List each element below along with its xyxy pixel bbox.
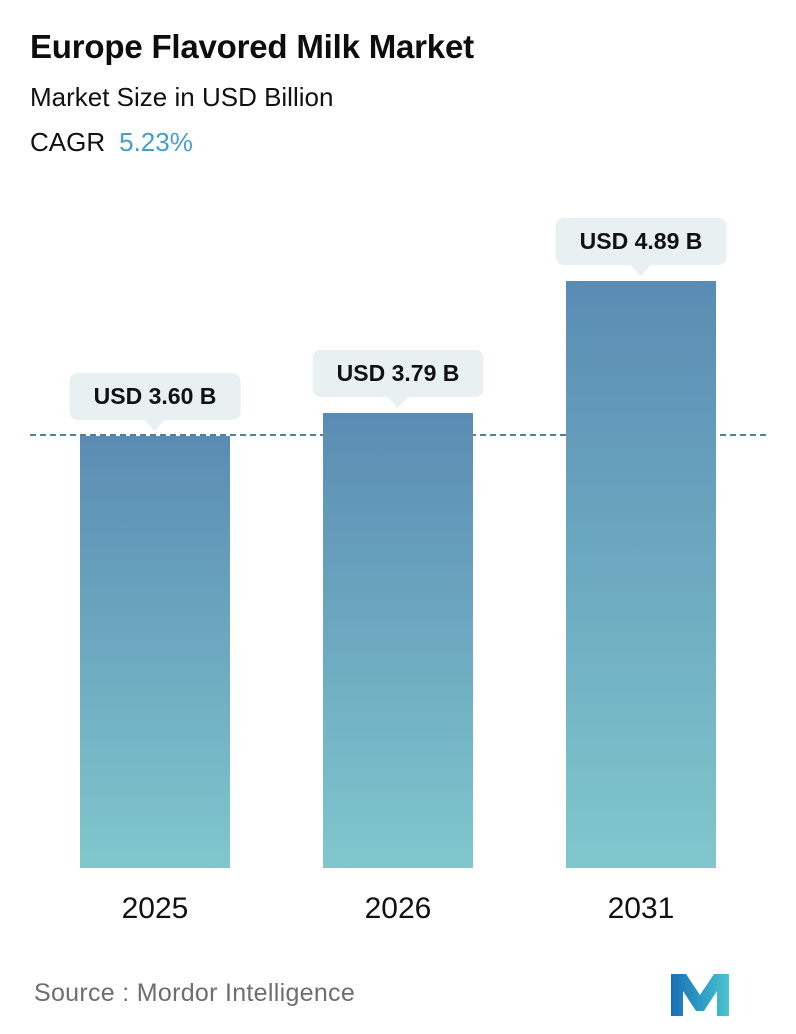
bar-group-2031: USD 4.89 B 2031 xyxy=(555,218,727,925)
x-axis-label: 2031 xyxy=(607,892,675,925)
x-axis-label: 2025 xyxy=(121,892,189,925)
bars-row: USD 3.60 B 2025 USD 3.79 B 2026 USD 4.89 B 20… xyxy=(30,218,766,925)
value-callout: USD 4.89 B xyxy=(555,218,727,276)
value-callout-text: USD 3.79 B xyxy=(336,360,460,386)
bar-2025 xyxy=(80,436,230,868)
value-callout: USD 3.79 B xyxy=(312,350,484,408)
bar-group-2025: USD 3.60 B 2025 xyxy=(69,278,241,925)
cagr-value: 5.23% xyxy=(119,127,193,157)
callout-pointer xyxy=(144,419,166,431)
mordor-intelligence-logo xyxy=(671,974,729,1016)
value-callout: USD 3.60 B xyxy=(69,373,241,431)
chart-subtitle: Market Size in USD Billion xyxy=(30,82,334,112)
bar-chart: USD 3.60 B 2025 USD 3.79 B 2026 USD 4.89 B 20… xyxy=(30,218,766,925)
plot-area: USD 3.60 B 2025 USD 3.79 B 2026 USD 4.89 B 20… xyxy=(30,218,766,925)
source-text: Source : Mordor Intelligence xyxy=(34,978,356,1007)
callout-pointer xyxy=(630,264,652,276)
cagr-label: CAGR xyxy=(30,127,106,157)
value-callout-text: USD 4.89 B xyxy=(579,228,703,254)
x-axis-label: 2026 xyxy=(364,892,432,925)
cagr-row: CAGR 5.23% xyxy=(30,127,766,158)
bar-group-2026: USD 3.79 B 2026 xyxy=(312,278,484,925)
value-callout-text: USD 3.60 B xyxy=(93,383,217,409)
page-title: Europe Flavored Milk Market xyxy=(30,28,474,65)
bar-2026 xyxy=(323,413,473,868)
chart-header: Europe Flavored Milk Market Market Size … xyxy=(30,28,766,158)
bar-2031 xyxy=(566,281,716,868)
callout-pointer xyxy=(387,396,409,408)
footer: Source : Mordor Intelligence xyxy=(0,970,796,1016)
